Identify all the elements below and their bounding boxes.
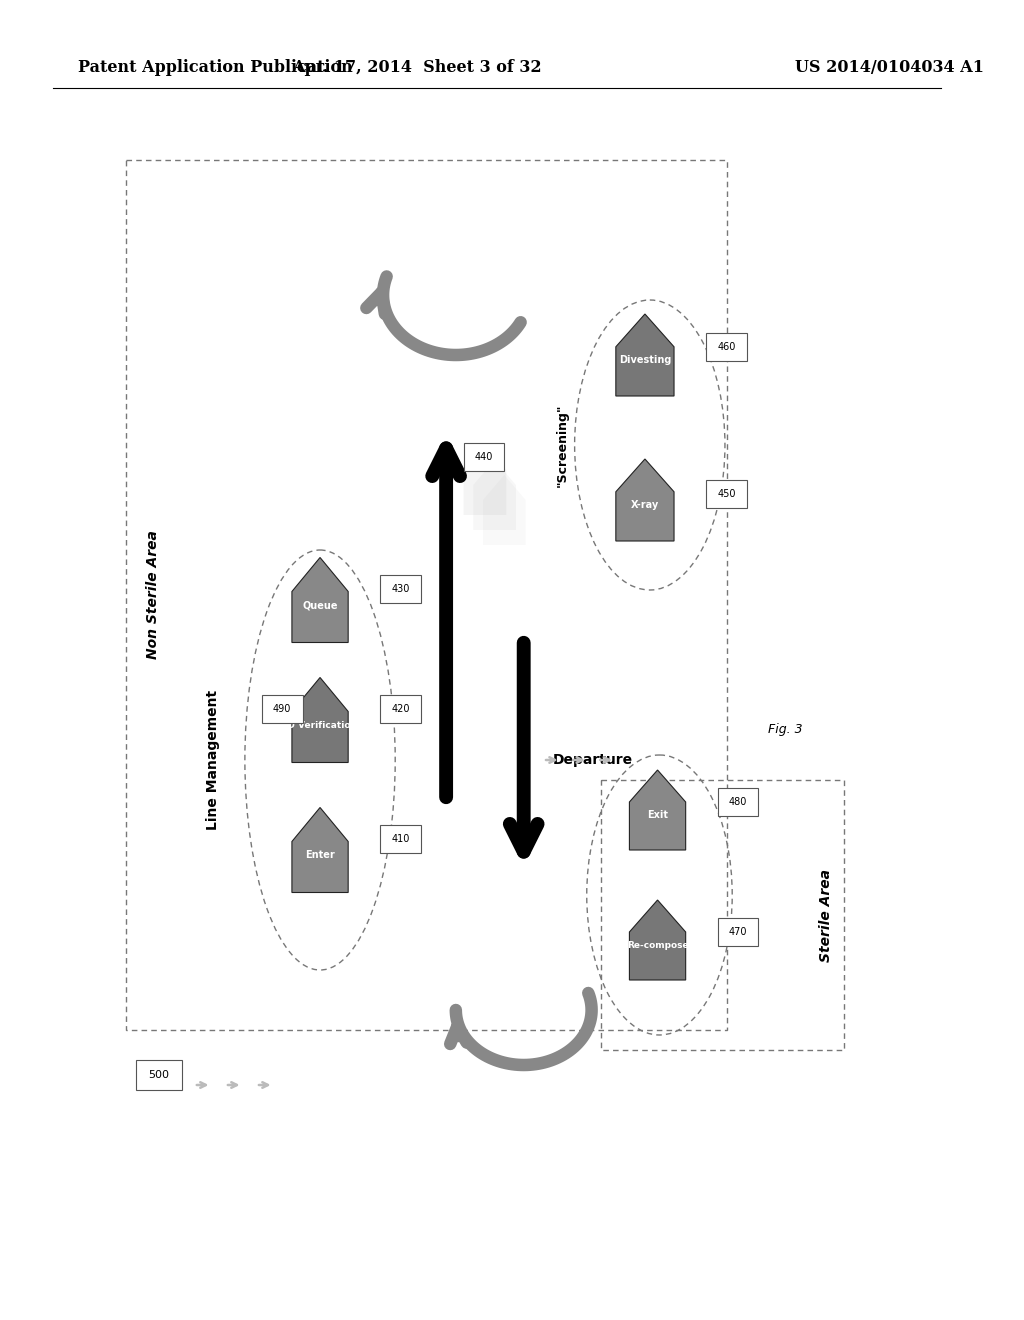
Text: 450: 450 bbox=[717, 488, 735, 499]
FancyBboxPatch shape bbox=[262, 696, 302, 723]
Text: Non Sterile Area: Non Sterile Area bbox=[146, 531, 160, 660]
FancyBboxPatch shape bbox=[380, 576, 421, 603]
Text: 420: 420 bbox=[391, 704, 410, 714]
Text: 500: 500 bbox=[148, 1071, 170, 1080]
Text: 470: 470 bbox=[729, 927, 748, 937]
Polygon shape bbox=[630, 900, 686, 979]
FancyBboxPatch shape bbox=[706, 333, 746, 360]
Polygon shape bbox=[630, 770, 686, 850]
Text: ID Verification: ID Verification bbox=[284, 721, 356, 730]
FancyBboxPatch shape bbox=[380, 825, 421, 853]
FancyBboxPatch shape bbox=[718, 917, 759, 946]
Text: Enter: Enter bbox=[305, 850, 335, 861]
Polygon shape bbox=[292, 677, 348, 763]
Text: Apr. 17, 2014  Sheet 3 of 32: Apr. 17, 2014 Sheet 3 of 32 bbox=[292, 59, 542, 77]
Polygon shape bbox=[464, 445, 506, 515]
Text: "Screening": "Screening" bbox=[556, 403, 569, 487]
Text: Queue: Queue bbox=[302, 601, 338, 610]
Text: Divesting: Divesting bbox=[618, 355, 671, 366]
Text: X-ray: X-ray bbox=[631, 500, 659, 510]
Text: Departure: Departure bbox=[553, 752, 633, 767]
Polygon shape bbox=[483, 475, 525, 545]
Text: 430: 430 bbox=[391, 583, 410, 594]
Polygon shape bbox=[615, 459, 674, 541]
Polygon shape bbox=[615, 314, 674, 396]
Text: Fig. 3: Fig. 3 bbox=[768, 723, 803, 737]
FancyBboxPatch shape bbox=[706, 480, 746, 508]
Polygon shape bbox=[473, 459, 516, 531]
Text: 490: 490 bbox=[273, 704, 292, 714]
Text: Patent Application Publication: Patent Application Publication bbox=[78, 59, 352, 77]
Text: US 2014/0104034 A1: US 2014/0104034 A1 bbox=[796, 59, 984, 77]
Polygon shape bbox=[292, 557, 348, 643]
Polygon shape bbox=[292, 808, 348, 892]
Text: 460: 460 bbox=[717, 342, 735, 352]
Text: 480: 480 bbox=[729, 797, 748, 807]
Text: 440: 440 bbox=[475, 451, 494, 462]
FancyBboxPatch shape bbox=[136, 1060, 182, 1090]
FancyBboxPatch shape bbox=[380, 696, 421, 723]
Text: Exit: Exit bbox=[647, 810, 668, 820]
Text: Re-compose: Re-compose bbox=[627, 940, 688, 949]
Text: 410: 410 bbox=[391, 834, 410, 843]
FancyBboxPatch shape bbox=[464, 444, 504, 471]
FancyBboxPatch shape bbox=[718, 788, 759, 816]
Text: Sterile Area: Sterile Area bbox=[819, 869, 834, 961]
Text: Line Management: Line Management bbox=[207, 690, 220, 830]
